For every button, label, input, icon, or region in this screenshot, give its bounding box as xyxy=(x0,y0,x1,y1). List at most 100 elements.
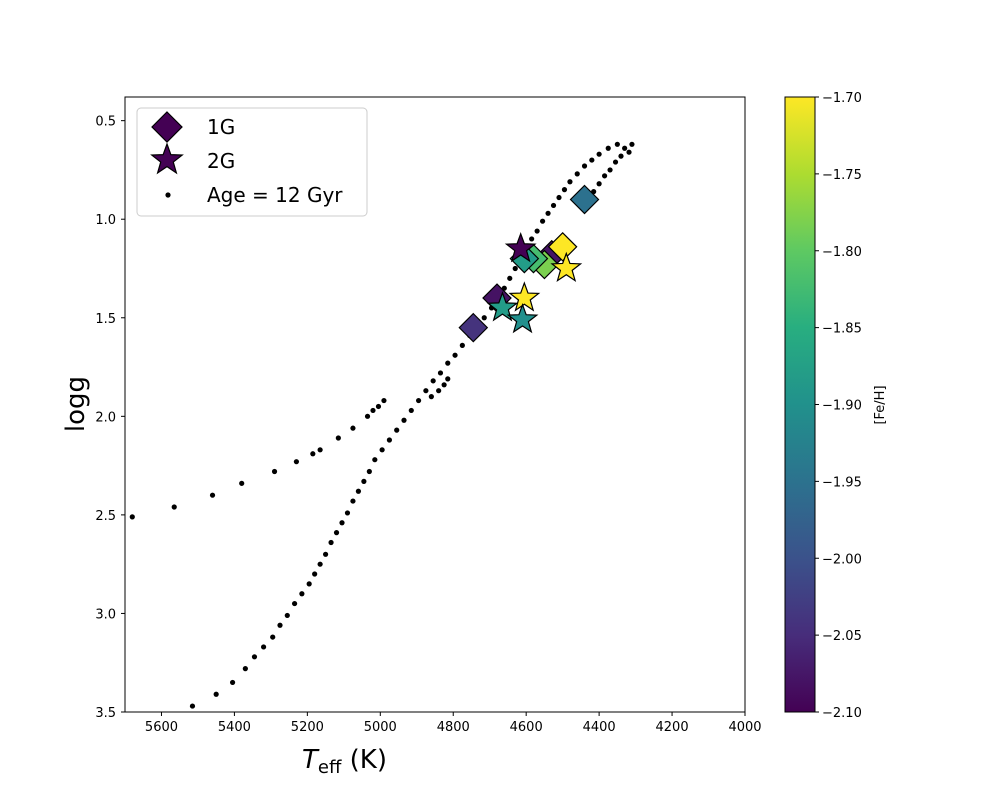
isochrone-point xyxy=(452,352,458,358)
isochrone-point xyxy=(339,520,345,526)
isochrone-point xyxy=(310,451,316,457)
colorbar xyxy=(784,96,816,713)
isochrone-point xyxy=(370,407,376,414)
isochrone-point xyxy=(550,202,557,209)
2g-star-point xyxy=(508,281,541,312)
2g-star-point xyxy=(506,302,539,334)
isochrone-point xyxy=(189,703,196,709)
isochrone-point xyxy=(355,488,362,494)
isochrone-point xyxy=(401,417,407,423)
colorbar-tick-label: −1.90 xyxy=(822,399,862,414)
isochrone-point xyxy=(539,218,546,224)
y-tick-label: 0.5 xyxy=(95,115,116,130)
x-axis-title: Teff (K) xyxy=(302,745,387,778)
isochrone-point xyxy=(581,163,588,169)
isochrone-point xyxy=(612,159,619,165)
isochrone-point xyxy=(386,437,393,443)
isochrone-point xyxy=(574,171,580,177)
x-axis-title-main: T xyxy=(302,745,320,775)
x-tick-label: 4200 xyxy=(656,720,689,735)
isochrone-point xyxy=(364,413,371,419)
isochrone-point xyxy=(260,644,267,650)
colorbar-tick-label: −2.10 xyxy=(822,706,862,721)
isochrone-point xyxy=(394,427,400,433)
y-tick-label: 1.5 xyxy=(95,312,116,327)
isochrone-point xyxy=(512,265,518,272)
colorbar-tick-label: −2.00 xyxy=(822,552,862,567)
isochrone-point xyxy=(596,181,602,187)
isochrone-point xyxy=(529,236,535,242)
isochrone-point xyxy=(242,666,248,672)
isochrone-point xyxy=(545,210,551,216)
colorbar-tick-label: −1.85 xyxy=(822,322,862,337)
isochrone-point xyxy=(381,397,387,404)
isochrone-point xyxy=(299,591,305,597)
colorbar-tick-label: −1.95 xyxy=(822,475,862,490)
isochrone-point xyxy=(129,514,135,520)
isochrone-point xyxy=(629,141,635,147)
isochrone-point xyxy=(333,530,340,536)
colorbar-title: [Fe/H] xyxy=(873,385,888,424)
legend-marker-isochrone-dot xyxy=(165,192,171,198)
x-tick-label: 4000 xyxy=(728,720,761,735)
isochrone-point xyxy=(445,376,451,382)
isochrone-point xyxy=(626,149,632,155)
isochrone-point xyxy=(561,187,568,193)
legend-marker-1g-diamond xyxy=(151,111,183,143)
star-markers xyxy=(458,184,600,343)
isochrone-point xyxy=(213,691,219,697)
isochrone-point xyxy=(428,394,434,400)
isochrone-point xyxy=(567,179,573,185)
isochrone-point xyxy=(271,468,278,475)
isochrone-point xyxy=(408,407,414,414)
colorbar-tick-label: −2.05 xyxy=(822,629,862,644)
x-tick-label: 5200 xyxy=(291,720,324,735)
isochrone-point xyxy=(306,581,312,587)
isochrone-point xyxy=(317,561,323,567)
isochrone-point xyxy=(507,275,513,281)
isochrone-point xyxy=(423,388,429,394)
isochrone-point xyxy=(605,145,611,151)
x-tick-label: 5600 xyxy=(145,720,178,735)
legend-label-isochrone: Age = 12 Gyr xyxy=(207,183,343,207)
legend-box xyxy=(136,107,368,217)
isochrone-point xyxy=(375,403,382,410)
legend-star-shape xyxy=(150,142,184,175)
isochrone-point xyxy=(445,360,451,366)
legend-marker-2g-star xyxy=(150,142,184,175)
isochrone-point xyxy=(350,425,356,431)
isochrone-point xyxy=(291,600,298,607)
isochrone-point xyxy=(437,370,444,376)
isochrone-point xyxy=(379,447,385,453)
isochrone-point xyxy=(251,654,258,660)
isochrone-point xyxy=(366,468,372,475)
y-tick-label: 3.5 xyxy=(95,706,116,721)
isochrone-point xyxy=(415,397,422,404)
legend-label-2g: 2G xyxy=(207,149,235,173)
colorbar-tick-label: −1.80 xyxy=(822,245,862,260)
2g-star-point xyxy=(550,251,583,283)
y-tick-label: 2.0 xyxy=(95,410,116,425)
x-axis-title-unit: (K) xyxy=(341,745,387,775)
y-tick-label: 1.0 xyxy=(95,213,116,228)
2g-star-point xyxy=(486,291,519,322)
colorbar-tick-label: −1.70 xyxy=(822,91,862,106)
isochrone-point xyxy=(618,153,624,159)
x-axis-title-sub: eff xyxy=(318,757,342,778)
axis-ticks: 5600 5400 5200 5000 4800 4600 4400 4200 4000 0.5 1… xyxy=(95,115,761,735)
isochrone-point xyxy=(430,378,436,384)
isochrone-point xyxy=(335,435,341,441)
colorbar-tick-label: −1.75 xyxy=(822,168,862,183)
isochrone-point xyxy=(229,679,236,686)
isochrone-point xyxy=(293,459,300,465)
legend-diamond-shape xyxy=(151,111,183,143)
isochrone-point xyxy=(614,141,620,147)
isochrone-point xyxy=(270,634,276,640)
y-tick-label: 3.0 xyxy=(95,607,116,622)
legend-label-1g: 1G xyxy=(207,115,235,139)
isochrone-point xyxy=(436,388,442,394)
isochrone-point xyxy=(350,498,356,504)
isochrone-point xyxy=(441,382,447,388)
isochrone-point xyxy=(481,315,487,321)
